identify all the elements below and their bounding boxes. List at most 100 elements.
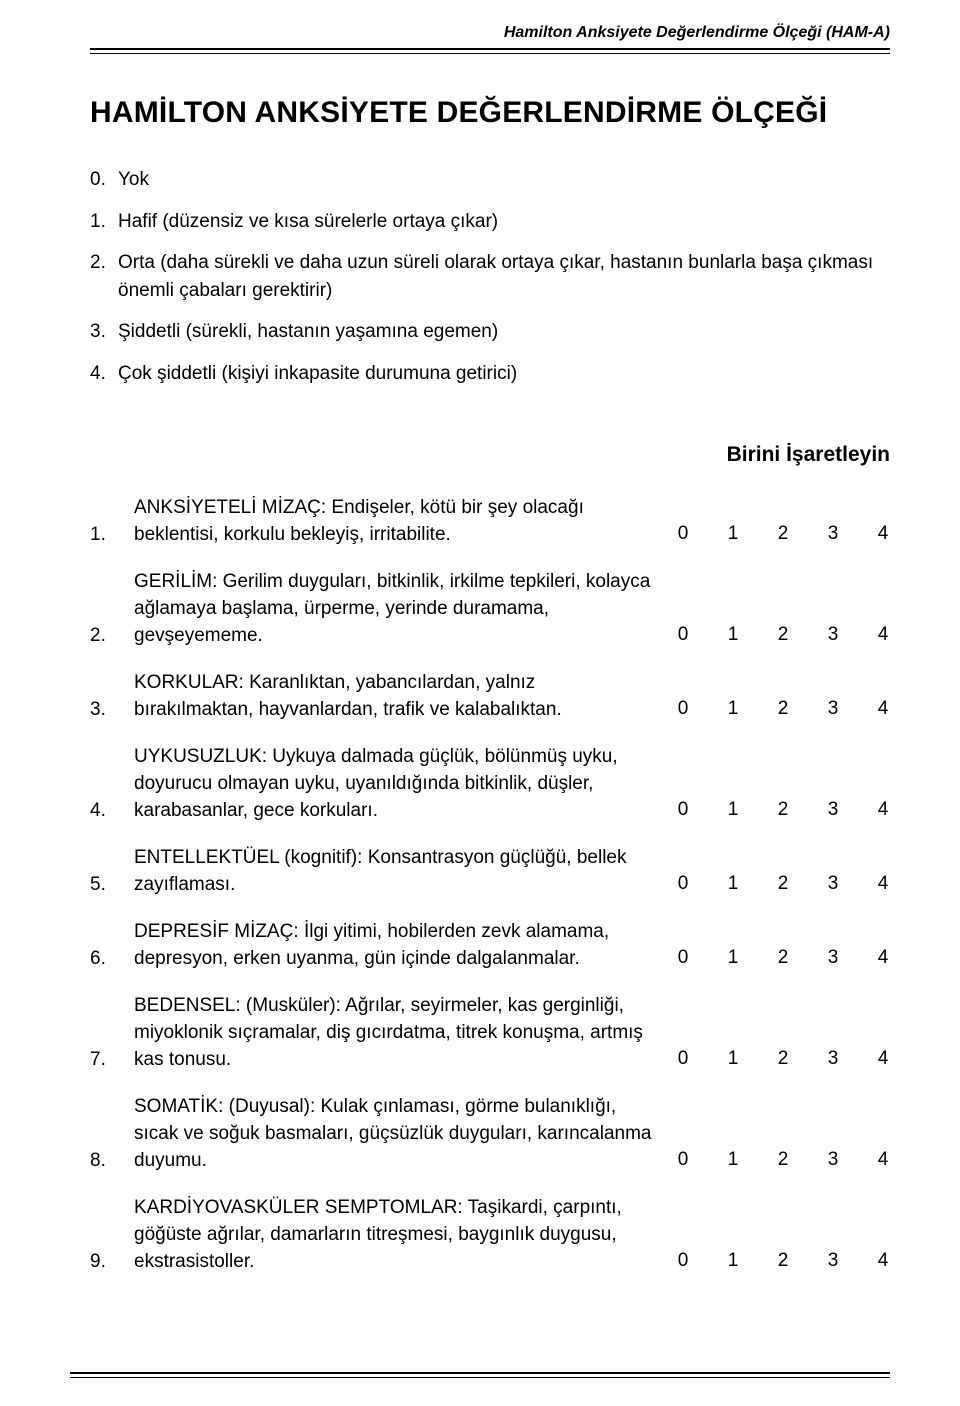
rating-option-1[interactable]: 1: [726, 521, 740, 548]
rating-option-2[interactable]: 2: [776, 945, 790, 972]
rating-option-4[interactable]: 4: [876, 1046, 890, 1073]
footer-rule: [70, 1372, 890, 1378]
rating-option-0[interactable]: 0: [676, 696, 690, 723]
scale-item: 0. Yok: [90, 166, 890, 194]
rating-option-1[interactable]: 1: [726, 696, 740, 723]
rating-option-1[interactable]: 1: [726, 797, 740, 824]
rating-option-4[interactable]: 4: [876, 945, 890, 972]
item-text: BEDENSEL: (Musküler): Ağrılar, seyirmele…: [134, 993, 676, 1074]
rating-options: 0 1 2 3 4: [676, 521, 890, 549]
rating-option-0[interactable]: 0: [676, 521, 690, 548]
rating-option-3[interactable]: 3: [826, 945, 840, 972]
page-title: HAMİLTON ANKSİYETE DEĞERLENDİRME ÖLÇEĞİ: [90, 96, 890, 130]
rating-options: 0 1 2 3 4: [676, 1248, 890, 1276]
rating-option-4[interactable]: 4: [876, 696, 890, 723]
scale-number: 2.: [90, 249, 118, 304]
scale-label: Hafif (düzensiz ve kısa sürelerle ortaya…: [118, 208, 890, 236]
item-row: 8. SOMATİK: (Duyusal): Kulak çınlaması, …: [90, 1094, 890, 1175]
rating-options: 0 1 2 3 4: [676, 871, 890, 899]
instruction-heading: Birini İşaretleyin: [90, 443, 890, 467]
scale-item: 3. Şiddetli (sürekli, hastanın yaşamına …: [90, 318, 890, 346]
scale-label: Yok: [118, 166, 890, 194]
header-rule: [90, 48, 890, 54]
scale-label: Çok şiddetli (kişiyi inkapasite durumuna…: [118, 360, 890, 388]
rating-option-0[interactable]: 0: [676, 1248, 690, 1275]
scale-number: 1.: [90, 208, 118, 236]
item-text: DEPRESİF MİZAÇ: İlgi yitimi, hobilerden …: [134, 919, 676, 973]
rating-option-4[interactable]: 4: [876, 622, 890, 649]
item-row: 6. DEPRESİF MİZAÇ: İlgi yitimi, hobilerd…: [90, 919, 890, 973]
rating-option-1[interactable]: 1: [726, 871, 740, 898]
item-number: 2.: [90, 623, 134, 650]
item-number: 7.: [90, 1047, 134, 1074]
rating-options: 0 1 2 3 4: [676, 797, 890, 825]
document-page: Hamilton Anksiyete Değerlendirme Ölçeği …: [0, 0, 960, 1406]
rating-option-4[interactable]: 4: [876, 871, 890, 898]
rating-option-4[interactable]: 4: [876, 1248, 890, 1275]
item-text: ENTELLEKTÜEL (kognitif): Konsantrasyon g…: [134, 845, 676, 899]
scale-label: Orta (daha sürekli ve daha uzun süreli o…: [118, 249, 890, 304]
rating-option-0[interactable]: 0: [676, 871, 690, 898]
rating-option-3[interactable]: 3: [826, 521, 840, 548]
rating-option-1[interactable]: 1: [726, 622, 740, 649]
item-text: UYKUSUZLUK: Uykuya dalmada güçlük, bölün…: [134, 744, 676, 825]
rating-option-2[interactable]: 2: [776, 1248, 790, 1275]
rating-option-0[interactable]: 0: [676, 797, 690, 824]
item-number: 9.: [90, 1249, 134, 1276]
rating-option-2[interactable]: 2: [776, 797, 790, 824]
rating-option-1[interactable]: 1: [726, 1248, 740, 1275]
rating-option-3[interactable]: 3: [826, 871, 840, 898]
rating-option-3[interactable]: 3: [826, 1046, 840, 1073]
item-number: 3.: [90, 697, 134, 724]
item-number: 5.: [90, 872, 134, 899]
rating-option-1[interactable]: 1: [726, 1046, 740, 1073]
rating-option-1[interactable]: 1: [726, 1147, 740, 1174]
item-row: 1. ANKSİYETELİ MİZAÇ: Endişeler, kötü bi…: [90, 495, 890, 549]
rating-option-0[interactable]: 0: [676, 1147, 690, 1174]
scale-number: 3.: [90, 318, 118, 346]
rating-option-2[interactable]: 2: [776, 1046, 790, 1073]
rating-option-2[interactable]: 2: [776, 622, 790, 649]
scale-label: Şiddetli (sürekli, hastanın yaşamına ege…: [118, 318, 890, 346]
item-row: 5. ENTELLEKTÜEL (kognitif): Konsantrasyo…: [90, 845, 890, 899]
rating-option-3[interactable]: 3: [826, 797, 840, 824]
item-number: 6.: [90, 946, 134, 973]
item-row: 3. KORKULAR: Karanlıktan, yabancılardan,…: [90, 670, 890, 724]
item-row: 2. GERİLİM: Gerilim duyguları, bitkinlik…: [90, 569, 890, 650]
rating-option-4[interactable]: 4: [876, 1147, 890, 1174]
rating-option-2[interactable]: 2: [776, 521, 790, 548]
rating-option-4[interactable]: 4: [876, 521, 890, 548]
item-text: GERİLİM: Gerilim duyguları, bitkinlik, i…: [134, 569, 676, 650]
rating-option-3[interactable]: 3: [826, 1248, 840, 1275]
rating-option-0[interactable]: 0: [676, 945, 690, 972]
rating-option-2[interactable]: 2: [776, 1147, 790, 1174]
rating-option-3[interactable]: 3: [826, 1147, 840, 1174]
rating-option-2[interactable]: 2: [776, 871, 790, 898]
item-row: 4. UYKUSUZLUK: Uykuya dalmada güçlük, bö…: [90, 744, 890, 825]
item-number: 1.: [90, 522, 134, 549]
item-text: KORKULAR: Karanlıktan, yabancılardan, ya…: [134, 670, 676, 724]
item-text: ANKSİYETELİ MİZAÇ: Endişeler, kötü bir ş…: [134, 495, 676, 549]
rating-option-0[interactable]: 0: [676, 622, 690, 649]
scale-number: 0.: [90, 166, 118, 194]
item-text: KARDİYOVASKÜLER SEMPTOMLAR: Taşikardi, ç…: [134, 1195, 676, 1276]
rating-scale-legend: 0. Yok 1. Hafif (düzensiz ve kısa sürele…: [90, 166, 890, 387]
rating-option-3[interactable]: 3: [826, 696, 840, 723]
item-text: SOMATİK: (Duyusal): Kulak çınlaması, gör…: [134, 1094, 676, 1175]
item-row: 9. KARDİYOVASKÜLER SEMPTOMLAR: Taşikardi…: [90, 1195, 890, 1276]
rating-option-4[interactable]: 4: [876, 797, 890, 824]
item-number: 4.: [90, 798, 134, 825]
scale-item: 1. Hafif (düzensiz ve kısa sürelerle ort…: [90, 208, 890, 236]
rating-options: 0 1 2 3 4: [676, 945, 890, 973]
rating-option-2[interactable]: 2: [776, 696, 790, 723]
rating-option-3[interactable]: 3: [826, 622, 840, 649]
rating-option-0[interactable]: 0: [676, 1046, 690, 1073]
questionnaire-items: 1. ANKSİYETELİ MİZAÇ: Endişeler, kötü bi…: [90, 495, 890, 1275]
scale-number: 4.: [90, 360, 118, 388]
rating-options: 0 1 2 3 4: [676, 696, 890, 724]
item-number: 8.: [90, 1148, 134, 1175]
rating-option-1[interactable]: 1: [726, 945, 740, 972]
running-header: Hamilton Anksiyete Değerlendirme Ölçeği …: [90, 24, 890, 48]
rating-options: 0 1 2 3 4: [676, 622, 890, 650]
rating-options: 0 1 2 3 4: [676, 1046, 890, 1074]
